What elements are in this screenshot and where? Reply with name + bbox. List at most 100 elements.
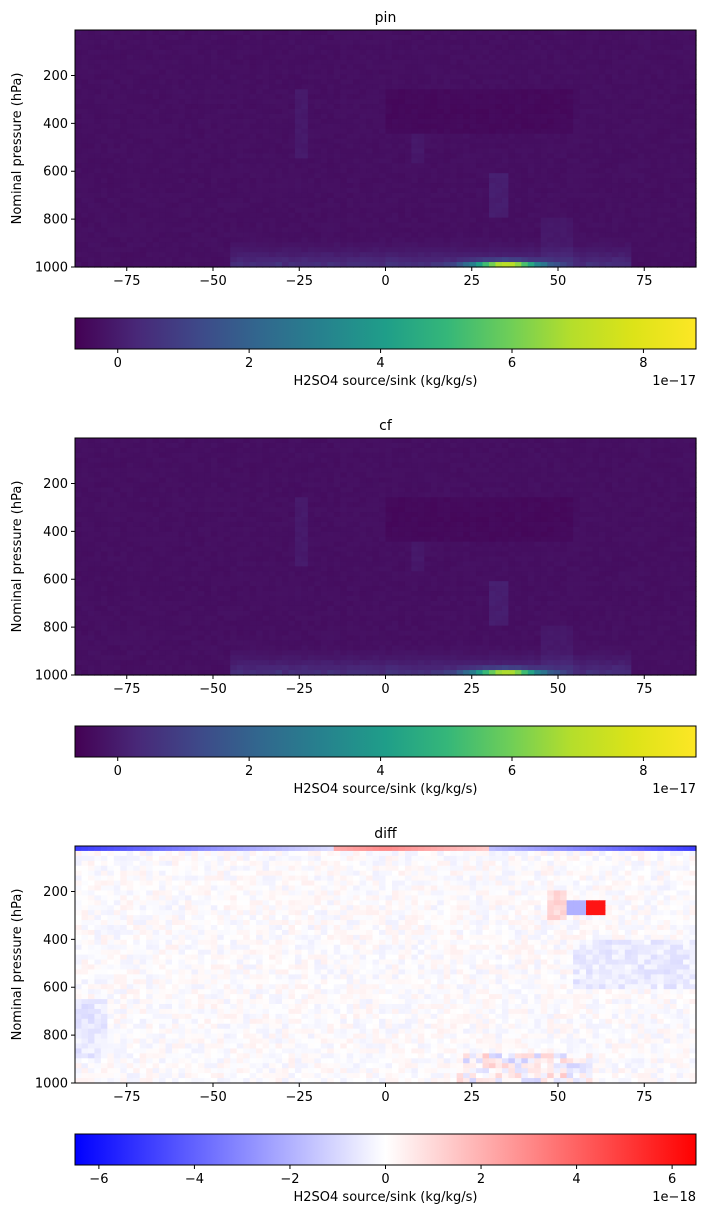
- heatmap-cell: [152, 438, 160, 444]
- heatmap-cell: [637, 153, 645, 159]
- heatmap-cell: [469, 79, 477, 85]
- heatmap-cell: [663, 222, 671, 229]
- heatmap-cell: [521, 207, 529, 214]
- heatmap-cell: [353, 197, 361, 204]
- heatmap-cell: [113, 447, 121, 454]
- heatmap-cell: [566, 128, 574, 135]
- heatmap-cell: [689, 113, 697, 120]
- heatmap-cell: [391, 113, 400, 120]
- heatmap-cell: [107, 232, 115, 238]
- heatmap-cell: [417, 217, 425, 224]
- heatmap-cell: [133, 104, 141, 110]
- heatmap-cell: [495, 438, 503, 444]
- heatmap-cell: [489, 168, 497, 174]
- heatmap-cell: [87, 158, 96, 164]
- heatmap-cell: [463, 247, 471, 253]
- heatmap-cell: [501, 148, 510, 155]
- heatmap-cell: [476, 39, 484, 46]
- heatmap-cell: [346, 133, 354, 140]
- heatmap-cell: [637, 89, 645, 95]
- heatmap-cell: [288, 128, 296, 135]
- heatmap-cell: [463, 212, 471, 219]
- heatmap-cell: [411, 74, 419, 80]
- heatmap-cell: [327, 30, 335, 36]
- heatmap-cell: [366, 168, 374, 174]
- heatmap-cell: [637, 202, 645, 209]
- heatmap-cell: [527, 197, 535, 204]
- heatmap-cell: [450, 49, 458, 56]
- heatmap-cell: [346, 202, 354, 209]
- heatmap-cell: [120, 84, 128, 90]
- heatmap-cell: [172, 79, 180, 85]
- heatmap-cell: [489, 128, 497, 135]
- heatmap-cell: [230, 34, 238, 41]
- heatmap-cell: [579, 39, 587, 46]
- heatmap-cell: [573, 54, 581, 61]
- heatmap-cell: [605, 247, 613, 253]
- heatmap-cell: [359, 452, 367, 459]
- heatmap-cell: [327, 118, 335, 125]
- heatmap-cell: [230, 89, 238, 95]
- heatmap-cell: [611, 442, 619, 449]
- heatmap-cell: [152, 44, 160, 51]
- heatmap-cell: [366, 44, 374, 51]
- heatmap-cell: [521, 252, 529, 258]
- heatmap-cell: [657, 173, 665, 179]
- heatmap-cell: [359, 84, 367, 90]
- heatmap-cell: [650, 442, 658, 449]
- heatmap-cell: [230, 197, 238, 204]
- heatmap-cell: [650, 44, 658, 51]
- heatmap-cell: [579, 123, 587, 130]
- heatmap-cell: [398, 447, 406, 454]
- heatmap-cell: [566, 442, 574, 449]
- heatmap-cell: [540, 217, 548, 224]
- heatmap-cell: [126, 30, 134, 36]
- heatmap-cell: [592, 178, 600, 184]
- heatmap-cell: [75, 49, 83, 56]
- heatmap-cell: [663, 262, 671, 268]
- heatmap-cell: [243, 113, 251, 120]
- heatmap-cell: [417, 207, 425, 214]
- heatmap-cell: [650, 173, 658, 179]
- heatmap-cell: [411, 242, 419, 248]
- heatmap-cell: [476, 212, 484, 219]
- heatmap-cell: [172, 242, 180, 248]
- heatmap-cell: [184, 202, 193, 209]
- heatmap-cell: [547, 59, 555, 66]
- heatmap-cell: [320, 217, 328, 224]
- heatmap-cell: [579, 113, 587, 120]
- heatmap-cell: [683, 118, 691, 125]
- heatmap-cell: [120, 123, 128, 130]
- heatmap-cell: [450, 153, 458, 159]
- heatmap-cell: [139, 123, 147, 130]
- heatmap-cell: [249, 30, 257, 36]
- heatmap-cell: [463, 168, 471, 174]
- heatmap-cell: [333, 163, 341, 169]
- heatmap-cell: [644, 188, 652, 194]
- heatmap-cell: [243, 168, 251, 174]
- heatmap-cell: [598, 79, 607, 85]
- heatmap-cell: [314, 207, 322, 214]
- heatmap-cell: [547, 69, 555, 76]
- heatmap-cell: [159, 138, 167, 145]
- heatmap-cell: [404, 227, 412, 234]
- heatmap-cell: [553, 237, 561, 243]
- heatmap-cell: [120, 247, 128, 253]
- heatmap-cell: [353, 30, 361, 36]
- colorbar-tick-label: 8: [639, 356, 647, 371]
- heatmap-cell: [618, 104, 626, 110]
- heatmap-cell: [353, 49, 361, 56]
- heatmap-cell: [598, 64, 607, 71]
- heatmap-cell: [657, 54, 665, 61]
- heatmap-cell: [230, 54, 238, 61]
- heatmap-cell: [650, 212, 658, 219]
- heatmap-cell: [514, 104, 522, 110]
- heatmap-cell: [579, 237, 587, 243]
- heatmap-cell: [611, 163, 619, 169]
- heatmap-cell: [650, 49, 658, 56]
- heatmap-cell: [463, 202, 471, 209]
- heatmap-cell: [573, 84, 581, 90]
- heatmap-cell: [282, 109, 290, 115]
- heatmap-cell: [450, 188, 458, 194]
- heatmap-cell: [346, 89, 354, 95]
